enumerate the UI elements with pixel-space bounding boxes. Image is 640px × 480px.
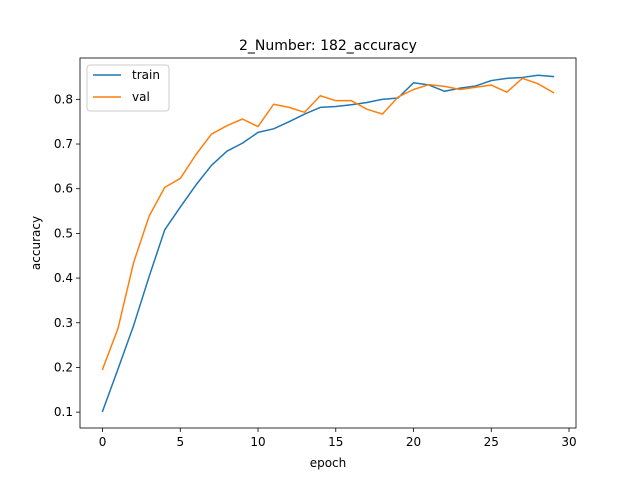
x-tick-label: 10: [250, 435, 265, 449]
chart-title: 2_Number: 182_accuracy: [239, 38, 417, 54]
y-tick-label: 0.5: [54, 226, 73, 240]
y-tick-label: 0.1: [54, 405, 73, 419]
y-tick-label: 0.2: [54, 360, 73, 374]
y-tick-label: 0.4: [54, 271, 73, 285]
x-tick-label: 25: [484, 435, 499, 449]
series-lines: [101, 74, 555, 413]
y-tick-label: 0.7: [54, 137, 73, 151]
y-axis-label: accuracy: [29, 216, 43, 270]
x-axis-label: epoch: [310, 456, 347, 470]
y-tick-label: 0.3: [54, 316, 73, 330]
x-tick-label: 15: [328, 435, 343, 449]
x-tick-label: 30: [561, 435, 576, 449]
x-axis-ticks: 0 5 10 15 20 25 30: [99, 428, 577, 449]
series-line-train: [101, 74, 555, 413]
legend: train val: [86, 64, 170, 112]
x-tick-label: 0: [99, 435, 107, 449]
plot-frame: [79, 57, 577, 429]
series-line-val: [101, 77, 555, 371]
x-tick-label: 5: [176, 435, 184, 449]
legend-val-label: val: [132, 90, 150, 104]
y-axis-ticks: 0.1 0.2 0.3 0.4 0.5 0.6 0.7 0.8: [54, 92, 80, 419]
y-tick-label: 0.6: [54, 182, 73, 196]
y-tick-label: 0.8: [54, 92, 73, 106]
legend-train-label: train: [132, 68, 160, 82]
legend-box: [86, 64, 170, 112]
x-tick-label: 20: [406, 435, 421, 449]
